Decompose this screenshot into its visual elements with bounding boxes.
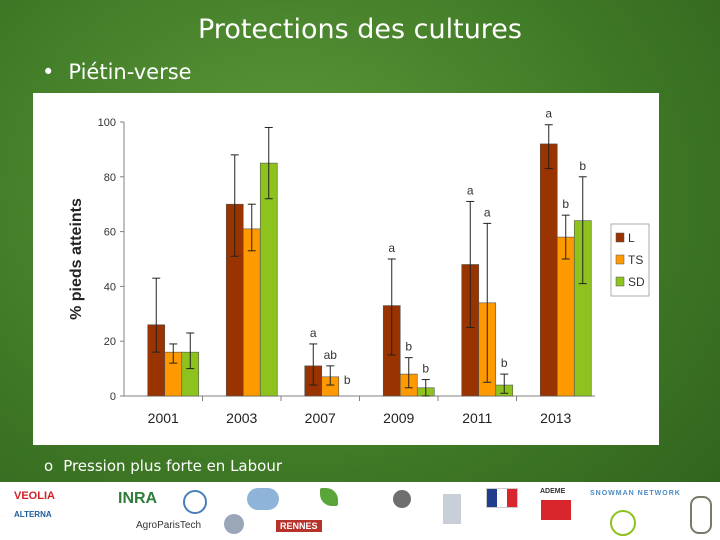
logo-cloud-blue [247,488,279,510]
logo-circles [393,490,411,508]
chart-panel: 0 20 40 60 80 100 % pieds atteints 2001 2003 2007… [33,93,659,445]
significance-label: a [545,107,552,121]
y-tick-label: 100 [98,117,116,129]
legend-swatch [615,254,625,265]
logo-ademe: ADEME [540,488,566,495]
sub-bullet-circle-icon: o [44,457,54,475]
partner-logo-strip: VEOLIA ALTERNA INRA AgroParisTech RENNES… [0,482,720,540]
legend-swatch [615,232,625,243]
logo-round-grey [224,514,244,534]
significance-label: a [467,183,474,197]
bullet-text: Piétin-verse [68,60,192,84]
sub-bullet-item: o Pression plus forte en Labour [44,457,282,475]
significance-label: b [344,373,351,387]
bar [242,228,261,397]
legend-label: SD [628,275,645,289]
significance-label: a [388,241,395,255]
logo-ademe-mark [541,500,571,520]
logo-republique [486,488,518,508]
logo-inra: INRA [118,490,158,507]
logo-rennes: RENNES [276,520,322,532]
significance-label: b [579,159,586,173]
logo-veolia: VEOLIA [14,490,55,502]
significance-label: ab [324,348,338,362]
significance-label: b [501,356,508,370]
y-tick-label: 40 [104,281,116,293]
logo-leaf-green [320,488,338,506]
logo-round-blue [183,490,207,514]
y-tick-label: 60 [104,227,116,239]
y-axis-label: % pieds atteints [68,198,85,320]
bar [539,143,558,397]
significance-label: b [405,340,412,354]
logo-alterna: ALTERNA [14,510,52,519]
logo-building [443,494,461,524]
significance-label: a [310,326,317,340]
logo-green-circle [610,510,636,536]
x-tick-label: 2013 [540,410,571,426]
x-tick-label: 2001 [148,410,179,426]
sub-bullet-text: Pression plus forte en Labour [63,457,282,475]
bar [556,236,575,397]
y-tick-label: 0 [110,391,116,403]
slide-title: Protections des cultures [198,14,522,45]
y-tick-label: 20 [104,336,116,348]
significance-label: b [422,362,429,376]
y-tick-label: 80 [104,172,116,184]
logo-plant-mark [690,496,712,534]
x-tick-label: 2009 [383,410,414,426]
logo-agroparistech: AgroParisTech [136,520,202,531]
bullet-item: • Piétin-verse [42,60,192,84]
bar-chart: 0 20 40 60 80 100 % pieds atteints 2001 2003 2007… [68,107,650,426]
bullet-dot-icon: • [42,60,55,84]
x-tick-label: 2011 [462,410,492,426]
logo-snowman-network: SNOWMAN NETWORK [590,490,681,497]
legend-label: TS [628,253,643,267]
significance-label: b [562,197,569,211]
significance-label: a [484,205,491,219]
x-tick-label: 2003 [226,410,257,426]
x-tick-label: 2007 [305,410,336,426]
legend-swatch [615,276,625,287]
legend-label: L [628,231,635,245]
